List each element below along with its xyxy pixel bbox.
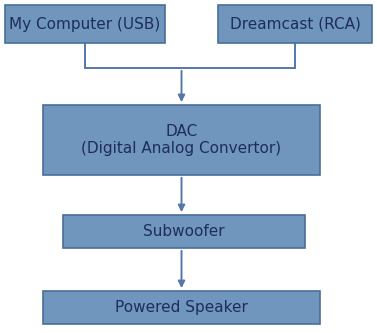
Bar <box>43 105 320 175</box>
Bar <box>218 5 372 43</box>
Bar <box>43 291 320 324</box>
Text: My Computer (USB): My Computer (USB) <box>9 17 161 32</box>
Text: Subwoofer: Subwoofer <box>143 224 225 239</box>
Text: Powered Speaker: Powered Speaker <box>115 300 248 315</box>
Bar <box>63 215 305 248</box>
Text: Dreamcast (RCA): Dreamcast (RCA) <box>230 17 360 32</box>
Bar <box>5 5 165 43</box>
Text: DAC
(Digital Analog Convertor): DAC (Digital Analog Convertor) <box>81 124 282 156</box>
